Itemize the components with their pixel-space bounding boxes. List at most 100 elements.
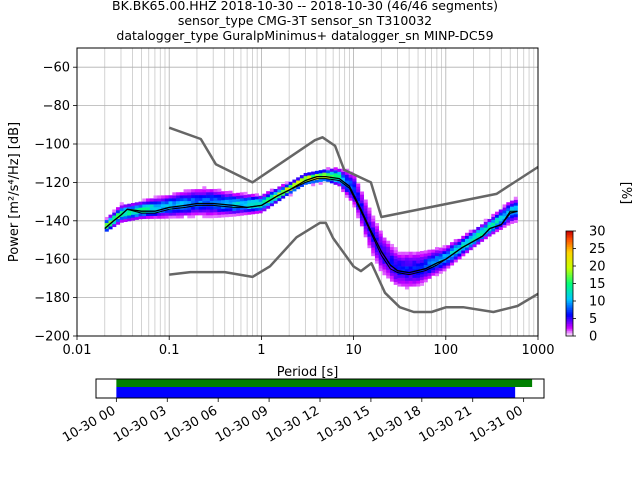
density-cell bbox=[262, 196, 267, 200]
density-cell bbox=[382, 269, 387, 273]
density-cell bbox=[438, 267, 443, 271]
density-cell bbox=[262, 193, 267, 197]
density-cell bbox=[206, 194, 211, 199]
density-cell bbox=[348, 177, 353, 181]
density-cell bbox=[187, 189, 192, 193]
density-cell bbox=[491, 222, 496, 226]
density-cell bbox=[359, 191, 364, 195]
colorbar-cell bbox=[566, 246, 573, 249]
density-cell bbox=[401, 277, 406, 281]
density-cell bbox=[465, 235, 470, 239]
density-cell bbox=[266, 205, 271, 209]
density-cell bbox=[164, 201, 169, 205]
density-cell bbox=[176, 200, 181, 205]
density-cell bbox=[513, 202, 518, 206]
density-cell bbox=[269, 191, 274, 195]
density-cell bbox=[457, 241, 462, 245]
x-tick-label: 1 bbox=[257, 343, 265, 358]
density-cell bbox=[172, 200, 177, 205]
density-cell bbox=[273, 188, 278, 193]
density-cell bbox=[431, 249, 436, 253]
density-cell bbox=[213, 211, 218, 216]
density-cell bbox=[367, 219, 372, 223]
density-cell bbox=[382, 266, 387, 270]
ppsd-plot: 0.01 0.1 1 10 100 1000 −200 −180 −160 −140 −120 −10… bbox=[7, 47, 555, 380]
density-cell bbox=[416, 271, 421, 275]
density-cell bbox=[480, 235, 485, 239]
density-cell bbox=[423, 279, 428, 283]
density-cell bbox=[427, 249, 432, 253]
density-cell bbox=[382, 249, 387, 253]
density-cell bbox=[374, 246, 379, 250]
colorbar-cell bbox=[566, 322, 573, 325]
density-cell bbox=[449, 250, 455, 254]
density-cell bbox=[134, 205, 139, 209]
density-cell bbox=[299, 178, 304, 182]
density-cell bbox=[112, 220, 117, 225]
density-cell bbox=[191, 209, 196, 213]
density-cell bbox=[134, 202, 139, 206]
density-cell bbox=[337, 183, 342, 187]
density-cell bbox=[209, 197, 214, 201]
y-tick-label: −180 bbox=[34, 291, 70, 306]
density-cell bbox=[461, 238, 466, 242]
density-cell bbox=[374, 248, 379, 253]
density-cell bbox=[427, 275, 432, 279]
colorbar-label: [%] bbox=[618, 182, 633, 205]
density-cell bbox=[438, 250, 443, 254]
colorbar-cell bbox=[566, 325, 573, 328]
colorbar-cell bbox=[566, 253, 573, 256]
density-cell bbox=[465, 232, 470, 236]
density-cell bbox=[224, 214, 229, 218]
density-cell bbox=[472, 229, 477, 233]
density-cell bbox=[217, 188, 222, 192]
density-cell bbox=[378, 265, 383, 269]
density-cell bbox=[254, 193, 259, 197]
density-cell bbox=[123, 210, 128, 214]
density-cell bbox=[329, 174, 334, 178]
density-cell bbox=[404, 283, 410, 287]
colorbar-cell bbox=[566, 252, 573, 255]
density-cell bbox=[221, 211, 226, 215]
colorbar-cell bbox=[566, 262, 573, 265]
density-cell bbox=[123, 207, 128, 211]
density-cell bbox=[393, 252, 398, 257]
density-cell bbox=[228, 213, 233, 217]
density-cell bbox=[187, 215, 192, 219]
colorbar-cell bbox=[566, 327, 573, 330]
density-cell bbox=[209, 200, 214, 204]
density-cell bbox=[202, 212, 207, 216]
density-cell bbox=[157, 209, 162, 213]
density-cell bbox=[401, 254, 406, 258]
density-cell bbox=[468, 235, 473, 239]
density-cell bbox=[209, 192, 214, 196]
density-cell bbox=[142, 201, 147, 205]
density-cell bbox=[119, 210, 124, 215]
colorbar-cell bbox=[566, 313, 573, 316]
density-cell bbox=[419, 256, 425, 260]
density-cell bbox=[423, 273, 428, 277]
density-cell bbox=[251, 199, 256, 203]
density-cell bbox=[498, 226, 503, 230]
density-cell bbox=[465, 250, 470, 254]
density-cell bbox=[194, 212, 199, 216]
density-cell bbox=[367, 239, 372, 243]
density-cell bbox=[401, 280, 406, 284]
density-cell bbox=[352, 198, 357, 202]
density-cell bbox=[146, 204, 151, 208]
density-cell bbox=[416, 277, 421, 281]
density-cell bbox=[221, 191, 226, 195]
density-cell bbox=[149, 198, 154, 202]
density-cell bbox=[281, 192, 286, 196]
x-tick-label: 0.1 bbox=[159, 343, 180, 358]
density-cell bbox=[367, 207, 372, 211]
density-cell bbox=[371, 218, 376, 222]
density-cell bbox=[164, 215, 169, 219]
density-cell bbox=[457, 256, 462, 260]
density-cell bbox=[131, 214, 136, 218]
density-cell bbox=[446, 256, 451, 260]
density-cell bbox=[386, 258, 391, 262]
density-cell bbox=[446, 265, 451, 269]
density-cell bbox=[389, 249, 395, 253]
colorbar-cell bbox=[566, 301, 573, 304]
